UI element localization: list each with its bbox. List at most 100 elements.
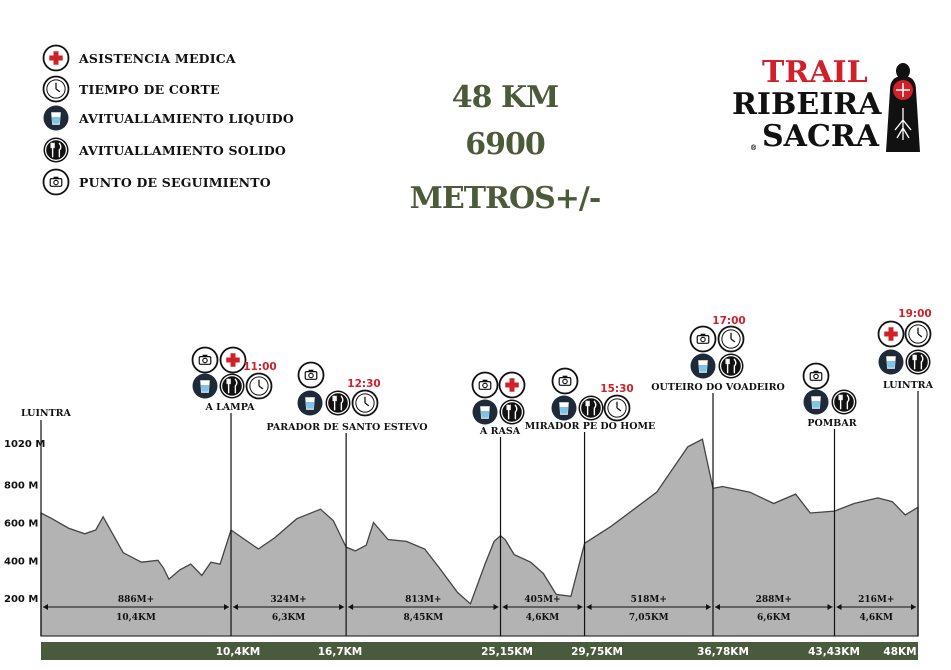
segment: 324M+ 6,3KM xyxy=(233,595,345,623)
segment-distance: 7,05KM xyxy=(629,613,669,623)
segment: 886M+ 10,4KM xyxy=(43,595,230,623)
clock-icon xyxy=(351,389,379,417)
station-label: LUINTRA xyxy=(883,380,934,391)
segment-distance: 8,45KM xyxy=(403,613,443,623)
cutoff-time: 15:30 xyxy=(600,383,633,395)
water-glass-icon xyxy=(472,399,498,425)
station-marker: OUTEIRO DO VOADEIRO 17:00 xyxy=(651,315,785,636)
race-summary: 48 KM 6900 METROS+/- xyxy=(380,78,630,226)
water-glass-icon xyxy=(803,389,829,415)
camera-icon xyxy=(297,361,325,389)
y-tick-label: 600 M xyxy=(4,518,38,529)
clock-icon xyxy=(603,394,631,422)
race-elevation: 6900 METROS+/- xyxy=(409,127,602,216)
y-tick-label: 400 M xyxy=(4,556,38,567)
clock-icon xyxy=(42,75,70,103)
legend-label: AVITUALLAMIENTO LIQUIDO xyxy=(79,110,294,126)
station-marker: A RASA xyxy=(471,371,526,636)
station-marker: MIRADOR PE DO HOME 15:30 xyxy=(525,367,655,636)
segment: 518M+ 7,05KM xyxy=(586,595,712,623)
station-km-label: 16,7KM xyxy=(318,646,363,658)
legend-label: TIEMPO DE CORTE xyxy=(79,81,220,97)
station-label: PARADOR DE SANTO ESTEVO xyxy=(266,422,427,433)
station-label: MIRADOR PE DO HOME xyxy=(525,421,655,432)
segment: 288M+ 6,6KM xyxy=(715,595,833,623)
segment-distance: 10,4KM xyxy=(116,613,156,623)
clock-icon xyxy=(42,75,70,103)
cutlery-icon xyxy=(219,373,245,399)
camera-icon xyxy=(42,168,70,196)
station-label: A LAMPA xyxy=(204,402,255,413)
legend-item: ASISTENCIA MEDICA xyxy=(42,44,236,72)
segment-gain: 813M+ xyxy=(405,595,441,605)
legend-item: AVITUALLAMIENTO LIQUIDO xyxy=(42,104,294,132)
station-label: OUTEIRO DO VOADEIRO xyxy=(651,382,785,393)
y-tick-label: 1020 M xyxy=(4,439,45,450)
camera-icon xyxy=(191,346,219,374)
station-marker: PARADOR DE SANTO ESTEVO 12:30 xyxy=(266,361,428,636)
distance-bar xyxy=(41,642,918,660)
y-tick-label: 200 M xyxy=(4,594,38,605)
legend-label: PUNTO DE SEGUIMIENTO xyxy=(79,174,271,190)
clock-icon xyxy=(904,320,932,348)
segment: 405M+ 4,6KM xyxy=(502,595,583,623)
segment: 216M+ 4,6KM xyxy=(836,595,916,623)
cutlery-icon xyxy=(499,399,525,425)
water-glass-icon xyxy=(43,105,69,131)
logo-registered-mark: ® xyxy=(750,143,757,152)
segment-gain: 405M+ xyxy=(524,595,560,605)
station-km-label: 10,4KM xyxy=(216,646,261,658)
water-glass-icon xyxy=(690,353,716,379)
cutoff-time: 12:30 xyxy=(347,378,380,390)
segment: 813M+ 8,45KM xyxy=(348,595,499,623)
camera-icon xyxy=(802,362,830,390)
station-km-label: 25,15KM xyxy=(481,646,533,658)
start-label: LUINTRA xyxy=(21,408,72,419)
segment-distance: 6,6KM xyxy=(757,613,790,623)
legend-item: AVITUALLAMIENTO SOLIDO xyxy=(42,136,286,164)
segment-distance: 6,3KM xyxy=(272,613,305,623)
camera-icon xyxy=(471,371,499,399)
water-glass-icon xyxy=(192,373,218,399)
cutlery-icon xyxy=(43,137,69,163)
cutoff-time: 17:00 xyxy=(712,315,745,327)
legend-item: PUNTO DE SEGUIMIENTO xyxy=(42,168,271,196)
medical-cross-icon xyxy=(42,44,70,72)
medical-cross-icon xyxy=(219,346,247,374)
station-marker: POMBAR xyxy=(802,362,857,636)
water-glass-icon xyxy=(297,390,323,416)
y-tick-label: 800 M xyxy=(4,481,38,492)
segment-gain: 216M+ xyxy=(858,595,894,605)
segment-gain: 886M+ xyxy=(118,595,154,605)
station-km-label: 29,75KM xyxy=(571,646,623,658)
station-label: POMBAR xyxy=(807,418,856,429)
legend-label: ASISTENCIA MEDICA xyxy=(79,50,236,66)
logo-ribeira: RIBEIRA xyxy=(732,87,882,122)
cutlery-icon xyxy=(905,349,931,375)
camera-icon xyxy=(689,325,717,353)
pilgrim-figure-icon xyxy=(886,63,920,152)
cutlery-icon xyxy=(718,353,744,379)
cutlery-icon xyxy=(831,389,857,415)
water-glass-icon xyxy=(43,105,69,131)
station-km-label: 43,43KM xyxy=(808,646,860,658)
clock-icon xyxy=(717,325,745,353)
station-marker: A LAMPA 11:00 xyxy=(191,346,277,636)
cutlery-icon xyxy=(43,137,69,163)
race-distance: 48 KM xyxy=(451,80,559,115)
medical-cross-icon xyxy=(498,371,526,399)
cutlery-icon xyxy=(325,390,351,416)
segment-distance: 4,6KM xyxy=(860,613,893,623)
elevation-profile-area xyxy=(40,438,919,637)
station-marker: LUINTRA 19:00 xyxy=(877,308,934,636)
segment-gain: 324M+ xyxy=(270,595,306,605)
medical-cross-icon xyxy=(877,320,905,348)
station-km-label: 36,78KM xyxy=(697,646,749,658)
cutoff-time: 11:00 xyxy=(243,361,276,373)
logo-sacra: SACRA xyxy=(762,119,880,154)
segment-gain: 518M+ xyxy=(631,595,667,605)
cutoff-time: 19:00 xyxy=(898,308,931,320)
camera-icon xyxy=(42,168,70,196)
